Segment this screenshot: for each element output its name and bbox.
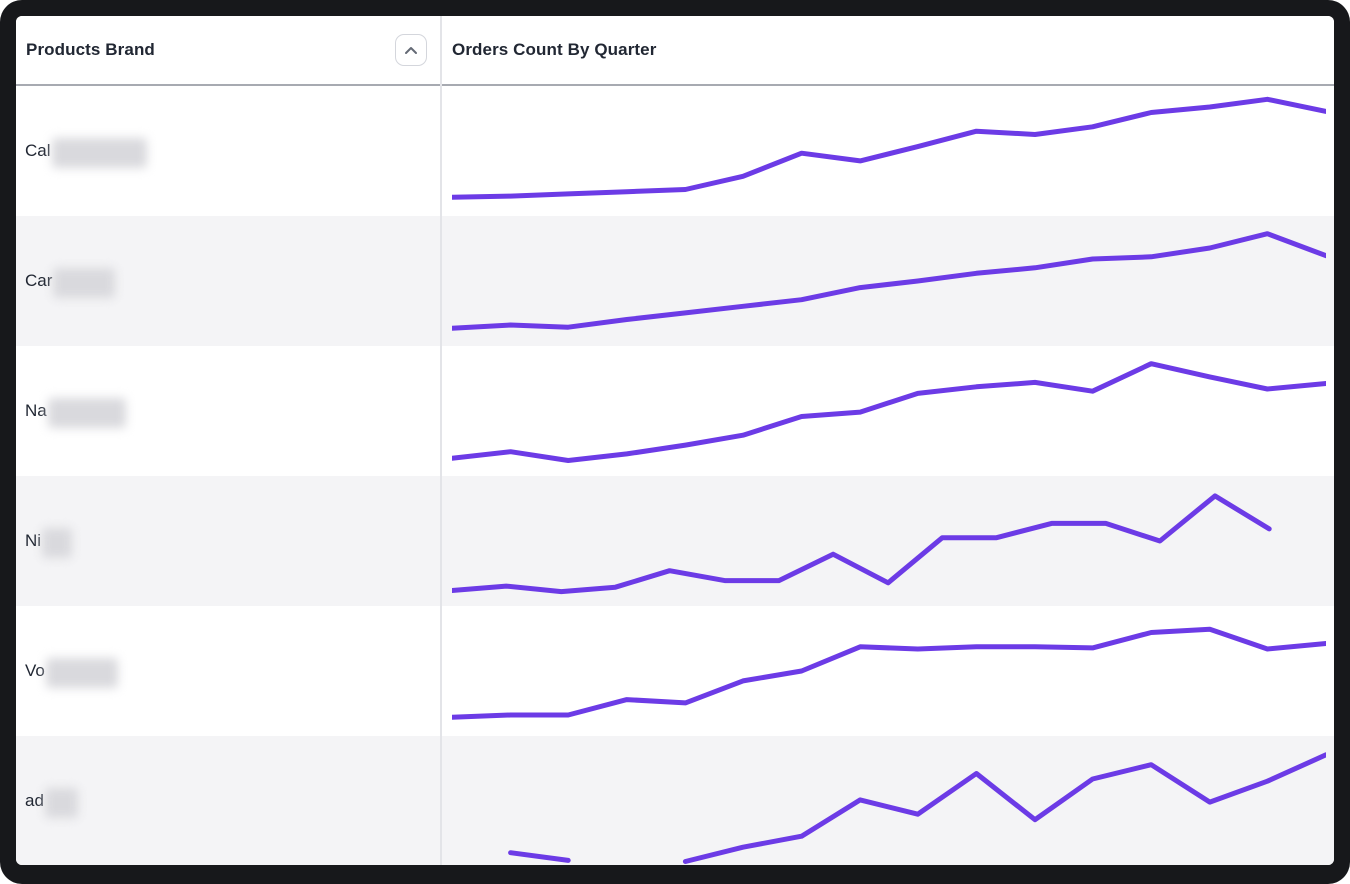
brand-cell: Cal: [16, 86, 440, 216]
brand-cell: Na: [16, 346, 440, 476]
table-row[interactable]: Ni: [16, 476, 1334, 606]
table-row[interactable]: ad: [16, 736, 1334, 865]
brand-redaction-blur: [47, 398, 126, 428]
chevron-up-icon: [404, 46, 418, 55]
sort-ascending-button[interactable]: [395, 34, 427, 66]
sparkline-segment: [452, 361, 1326, 463]
sparkline-segment: [508, 850, 571, 863]
brand-redaction-blur: [42, 528, 73, 558]
sparkline-chart[interactable]: [452, 86, 1326, 216]
brand-label: Cal: [25, 141, 51, 160]
column-header-products-brand: Products Brand: [16, 34, 440, 66]
brand-label: Car: [25, 271, 53, 290]
sparkline-cell: [440, 216, 1334, 346]
table-row[interactable]: Cal: [16, 86, 1334, 216]
brand-cell: Vo: [16, 606, 440, 736]
sparkline-chart[interactable]: [452, 606, 1326, 736]
table-row[interactable]: Car: [16, 216, 1334, 346]
column-header-orders-count: Orders Count By Quarter: [440, 40, 1334, 60]
sparkline-segment: [452, 96, 1326, 200]
sparkline-cell: [440, 736, 1334, 865]
results-table: Products Brand Orders Count By Quarter C…: [16, 16, 1334, 865]
brand-label: Na: [25, 401, 47, 420]
brand-redaction-blur: [45, 658, 118, 688]
brand-redaction-blur: [53, 268, 116, 298]
table-row[interactable]: Na: [16, 346, 1334, 476]
sparkline-segment: [452, 626, 1326, 720]
sparkline-cell: [440, 476, 1334, 606]
sparkline-cell: [440, 86, 1334, 216]
brand-label: ad: [25, 791, 44, 810]
brand-redaction-blur: [44, 788, 78, 818]
brand-cell: Ni: [16, 476, 440, 606]
sparkline-chart[interactable]: [452, 346, 1326, 476]
table-header-row: Products Brand Orders Count By Quarter: [16, 16, 1334, 86]
brand-label: Ni: [25, 531, 42, 550]
column-divider: [440, 16, 442, 865]
brand-cell: ad: [16, 736, 440, 865]
brand-cell: Car: [16, 216, 440, 346]
sparkline-cell: [440, 606, 1334, 736]
sparkline-chart[interactable]: [452, 476, 1326, 606]
sparkline-cell: [440, 346, 1334, 476]
table-row[interactable]: Vo: [16, 606, 1334, 736]
sparkline-segment: [452, 231, 1326, 331]
brand-redaction-blur: [51, 138, 147, 168]
orders-count-header-label: Orders Count By Quarter: [452, 40, 657, 59]
sparkline-chart[interactable]: [452, 736, 1326, 865]
sparkline-segment: [682, 752, 1326, 864]
sparkline-segment: [452, 493, 1272, 595]
brand-label: Vo: [25, 661, 45, 680]
table-body: Cal Car Na Ni Vo ad: [16, 86, 1334, 865]
products-brand-header-label: Products Brand: [26, 40, 155, 59]
sparkline-chart[interactable]: [452, 216, 1326, 346]
